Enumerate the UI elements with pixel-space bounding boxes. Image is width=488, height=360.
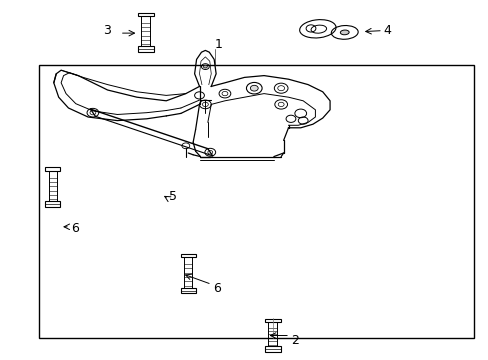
Bar: [45, 167, 60, 171]
Bar: [138, 13, 153, 17]
Circle shape: [250, 85, 258, 91]
Text: 1: 1: [215, 39, 223, 51]
Text: 4: 4: [383, 24, 391, 37]
Bar: [45, 202, 60, 207]
Text: 3: 3: [102, 24, 110, 37]
Bar: [264, 319, 280, 323]
Text: 6: 6: [71, 222, 79, 235]
Ellipse shape: [340, 30, 348, 35]
Text: 5: 5: [168, 190, 176, 203]
Bar: [138, 46, 153, 52]
Text: 6: 6: [212, 282, 220, 294]
Bar: [181, 254, 195, 257]
Bar: [181, 288, 195, 293]
Circle shape: [203, 65, 207, 68]
Bar: [39, 65, 473, 338]
Bar: [264, 346, 280, 352]
Text: 2: 2: [290, 334, 298, 347]
